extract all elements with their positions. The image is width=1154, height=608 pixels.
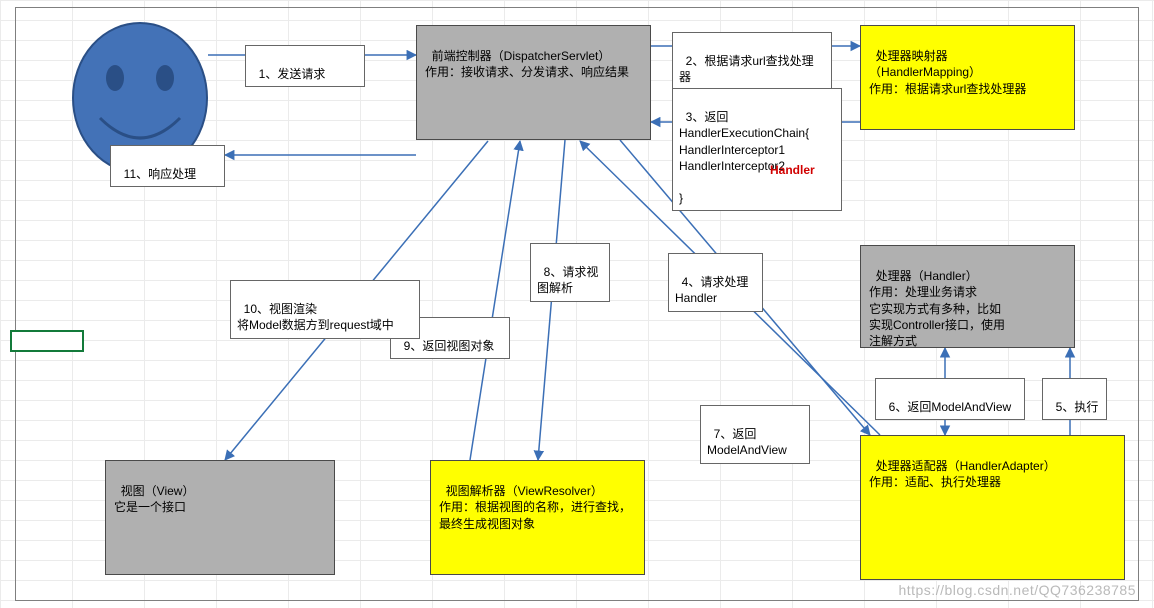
node-text: 处理器（Handler） 作用：处理业务请求 它实现方式有多种，比如 实现Con… (869, 269, 1005, 348)
watermark-text: https://blog.csdn.net/QQ736238785 (898, 582, 1136, 598)
label-text: 9、返回视图对象 (404, 339, 495, 353)
node-view-resolver: 视图解析器（ViewResolver） 作用：根据视图的名称，进行查找，最终生成… (430, 460, 645, 575)
node-handler-adapter: 处理器适配器（HandlerAdapter） 作用：适配、执行处理器 (860, 435, 1125, 580)
node-handler: 处理器（Handler） 作用：处理业务请求 它实现方式有多种，比如 实现Con… (860, 245, 1075, 348)
label-text: Handler (770, 163, 815, 177)
edge-label-5: 5、执行 (1042, 378, 1107, 420)
edge-label-2: 2、根据请求url查找处理器 (672, 32, 832, 91)
label-text: 6、返回ModelAndView (889, 400, 1012, 414)
label-text: 11、响应处理 (124, 167, 196, 181)
edge-label-4: 4、请求处理 Handler (668, 253, 763, 312)
label-text: 10、视图渲染 将Model数据方到request域中 (237, 302, 394, 332)
edge-label-8: 8、请求视图解析 (530, 243, 610, 302)
label-text: 4、请求处理 Handler (675, 275, 748, 305)
label-text: 1、发送请求 (259, 67, 326, 81)
node-text: 视图（View） 它是一个接口 (114, 484, 194, 514)
edge-label-10: 10、视图渲染 将Model数据方到request域中 (230, 280, 420, 339)
node-view: 视图（View） 它是一个接口 (105, 460, 335, 575)
edge-label-1: 1、发送请求 (245, 45, 365, 87)
edge-label-11: 11、响应处理 (110, 145, 225, 187)
label-text: https://blog.csdn.net/QQ736238785 (898, 582, 1136, 598)
node-dispatcher-servlet: 前端控制器（DispatcherServlet） 作用：接收请求、分发请求、响应… (416, 25, 651, 140)
label-text: 2、根据请求url查找处理器 (679, 54, 814, 84)
node-text: 视图解析器（ViewResolver） 作用：根据视图的名称，进行查找，最终生成… (439, 484, 631, 530)
node-handler-mapping: 处理器映射器 （HandlerMapping） 作用：根据请求url查找处理器 (860, 25, 1075, 130)
label-text: 8、请求视图解析 (537, 265, 598, 295)
label-text: 5、执行 (1056, 400, 1099, 414)
node-text: 前端控制器（DispatcherServlet） 作用：接收请求、分发请求、响应… (425, 49, 629, 79)
label-text: 3、返回 HandlerExecutionChain{ HandlerInter… (679, 110, 809, 205)
edge-label-6: 6、返回ModelAndView (875, 378, 1025, 420)
edge-label-7: 7、返回 ModelAndView (700, 405, 810, 464)
edge-label-3: 3、返回 HandlerExecutionChain{ HandlerInter… (672, 88, 842, 211)
node-text: 处理器映射器 （HandlerMapping） 作用：根据请求url查找处理器 (869, 49, 1026, 95)
handler-red-text: Handler (770, 163, 815, 177)
node-text: 处理器适配器（HandlerAdapter） 作用：适配、执行处理器 (869, 459, 1056, 489)
label-text: 7、返回 ModelAndView (707, 427, 787, 457)
